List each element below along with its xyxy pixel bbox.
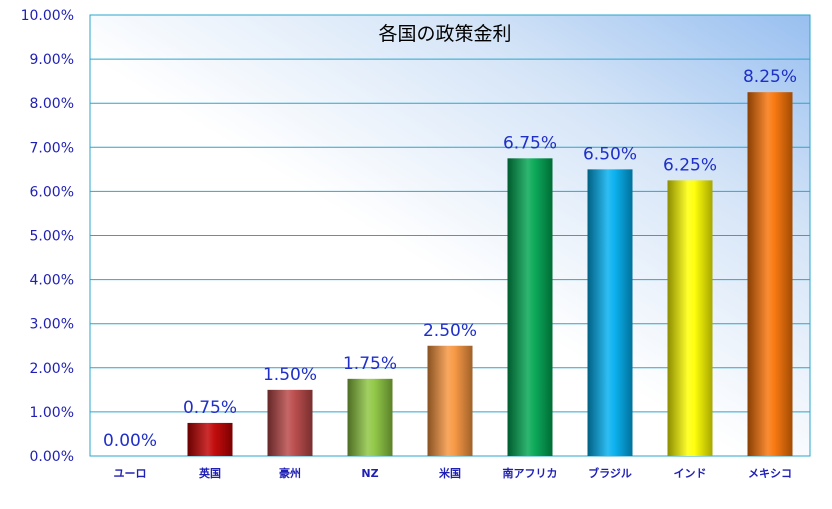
x-tick-label: 南アフリカ: [503, 466, 558, 480]
bars: [187, 92, 793, 457]
bar: [507, 158, 553, 456]
data-label: 1.75%: [343, 354, 397, 374]
data-labels: 0.00% 0.75% 1.50% 1.75% 2.50% 6.75% 6.50% 6.25%…: [103, 67, 797, 451]
data-label: 6.50%: [583, 144, 637, 164]
y-tick-label: 7.00%: [30, 140, 74, 156]
y-tick-label: 2.00%: [30, 361, 74, 377]
x-tick-label: 英国: [198, 466, 221, 480]
bar: [347, 378, 393, 456]
bar: [427, 345, 473, 456]
data-label: 0.75%: [183, 398, 237, 418]
y-tick-label: 1.00%: [30, 405, 74, 421]
chart-title: 各国の政策金利: [378, 23, 511, 45]
bar: [187, 422, 233, 456]
bar: [747, 92, 793, 457]
data-label: 6.75%: [503, 133, 557, 153]
x-tick-label: 豪州: [279, 466, 301, 480]
y-tick-label: 4.00%: [30, 273, 74, 289]
x-axis-ticks: ユーロ 英国 豪州 NZ 米国 南アフリカ ブラジル インド メキシコ: [114, 466, 793, 480]
y-tick-label: 5.00%: [30, 229, 74, 245]
x-tick-label: NZ: [361, 467, 378, 480]
x-tick-label: ブラジル: [588, 466, 632, 480]
x-tick-label: メキシコ: [748, 467, 792, 480]
y-tick-label: 9.00%: [30, 52, 74, 68]
data-label: 1.50%: [263, 365, 317, 385]
data-label: 0.00%: [103, 431, 157, 451]
y-tick-label: 3.00%: [30, 317, 74, 333]
x-tick-label: ユーロ: [114, 467, 147, 480]
data-label: 6.25%: [663, 155, 717, 175]
y-tick-label: 0.00%: [30, 449, 74, 465]
bar: [667, 180, 713, 456]
bar: [267, 389, 313, 456]
y-tick-label: 8.00%: [30, 96, 74, 112]
data-label: 8.25%: [743, 67, 797, 87]
y-axis-ticks: 0.00% 1.00% 2.00% 3.00% 4.00% 5.00% 6.00% 7.00%…: [21, 8, 74, 465]
y-tick-label: 10.00%: [21, 8, 74, 24]
x-tick-label: 米国: [438, 466, 461, 480]
bar: [587, 169, 633, 456]
data-label: 2.50%: [423, 321, 477, 341]
x-tick-label: インド: [674, 467, 707, 480]
y-tick-label: 6.00%: [30, 184, 74, 200]
